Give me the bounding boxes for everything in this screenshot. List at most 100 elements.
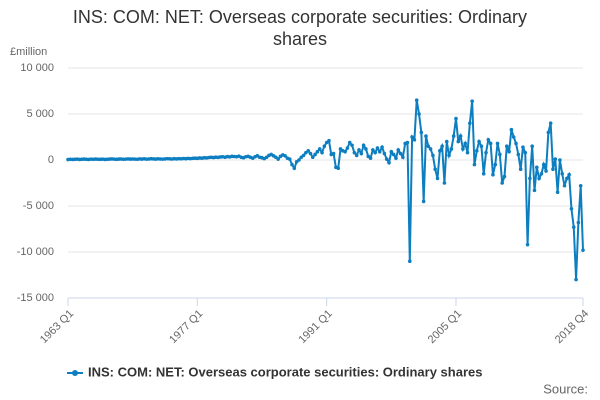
point [465, 150, 470, 155]
point [477, 139, 481, 144]
point [491, 172, 495, 177]
point [368, 156, 373, 160]
point [347, 140, 352, 145]
point [567, 172, 571, 177]
point [350, 143, 354, 148]
point [394, 156, 398, 160]
point [544, 169, 548, 173]
point [287, 157, 292, 161]
point [313, 152, 317, 157]
legend-marker [72, 370, 78, 376]
point [405, 140, 410, 145]
point [504, 144, 509, 148]
point [474, 149, 479, 153]
point [297, 158, 301, 162]
point [541, 162, 546, 167]
y-tick-label: 10 000 [20, 62, 54, 74]
point [516, 152, 521, 157]
point [421, 199, 426, 204]
point [433, 167, 437, 171]
y-tick-label: -5 000 [23, 200, 54, 212]
point [461, 147, 465, 151]
point [523, 150, 528, 155]
point [578, 183, 583, 188]
y-tick-label: 5 000 [26, 108, 54, 120]
x-tick-label: 1963 Q1 [38, 308, 76, 346]
point [447, 153, 451, 158]
point [317, 147, 322, 151]
point [357, 148, 361, 152]
point [401, 155, 405, 160]
point [371, 148, 375, 152]
point [345, 146, 350, 150]
point [484, 150, 488, 155]
point [507, 149, 511, 154]
point [555, 190, 560, 194]
point [560, 172, 565, 176]
point [546, 130, 551, 135]
point [384, 157, 389, 161]
point [283, 154, 287, 158]
point [308, 151, 313, 156]
point [468, 121, 472, 125]
x-tick-label: 1977 Q1 [167, 308, 205, 346]
point [336, 166, 341, 171]
point [498, 152, 502, 157]
point [442, 181, 447, 185]
point [290, 162, 294, 167]
point [387, 160, 391, 165]
point [361, 143, 366, 148]
point [354, 153, 359, 158]
point [315, 149, 320, 154]
point [377, 149, 382, 154]
point [343, 149, 347, 154]
point [331, 151, 336, 156]
point [553, 157, 558, 161]
point [327, 138, 331, 143]
point [364, 147, 368, 151]
point [407, 259, 412, 264]
point [493, 162, 498, 167]
point [419, 130, 424, 135]
point [528, 176, 532, 181]
point [431, 153, 435, 158]
point [352, 150, 357, 155]
point [454, 116, 458, 121]
point [472, 162, 477, 167]
x-tick-label: 2005 Q1 [426, 308, 464, 346]
point [521, 145, 525, 149]
point [410, 135, 414, 139]
legend-label: INS: COM: NET: Overseas corporate securi… [88, 364, 482, 379]
point [551, 167, 555, 171]
point [456, 139, 461, 144]
point [322, 144, 327, 148]
point [451, 134, 456, 138]
point [565, 176, 569, 181]
point [470, 99, 474, 103]
point [511, 135, 516, 139]
point [310, 155, 315, 160]
point [532, 188, 537, 193]
point [481, 172, 486, 176]
point [426, 144, 431, 148]
point [537, 176, 541, 181]
point [382, 151, 387, 156]
point [444, 139, 449, 144]
point [500, 181, 504, 185]
point [463, 141, 468, 146]
point [428, 147, 433, 151]
point [535, 165, 539, 170]
point [412, 137, 417, 142]
x-tick-label: 1991 Q1 [297, 308, 335, 346]
point [574, 277, 578, 282]
point [438, 149, 442, 153]
point [380, 145, 384, 149]
point [562, 183, 567, 188]
point [398, 151, 403, 156]
point [449, 147, 454, 151]
x-tick-label: 2018 Q4 [553, 308, 591, 346]
point [458, 134, 463, 138]
point [509, 127, 514, 132]
point [440, 144, 444, 148]
